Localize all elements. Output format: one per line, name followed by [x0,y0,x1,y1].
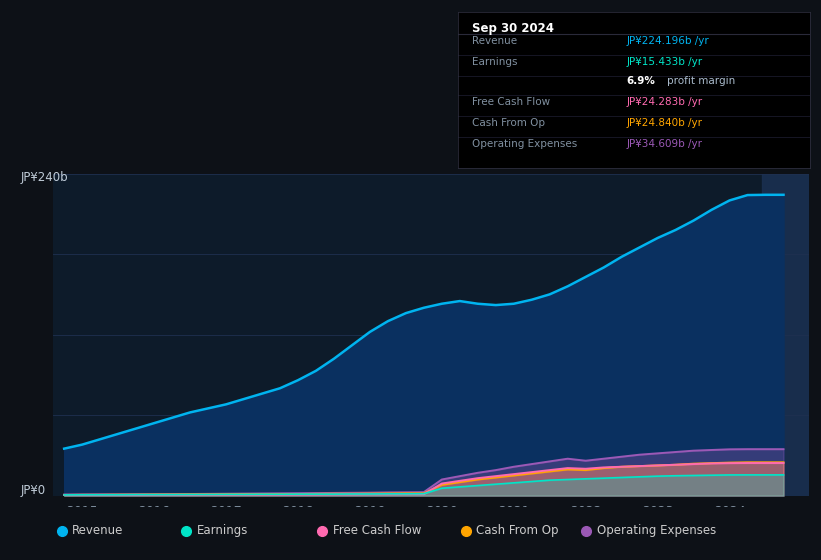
Text: Revenue: Revenue [72,525,123,538]
Text: 6.9%: 6.9% [626,76,656,86]
Text: Cash From Op: Cash From Op [476,525,559,538]
Text: JP¥34.609b /yr: JP¥34.609b /yr [626,139,703,149]
Text: Earnings: Earnings [197,525,248,538]
Bar [762,174,809,496]
Text: Free Cash Flow: Free Cash Flow [472,97,550,107]
Text: JP¥0: JP¥0 [21,484,46,497]
Text: JP¥240b: JP¥240b [21,171,68,184]
Text: Operating Expenses: Operating Expenses [472,139,577,149]
Text: JP¥24.840b /yr: JP¥24.840b /yr [626,118,703,128]
Text: Sep 30 2024: Sep 30 2024 [472,22,554,35]
Text: Revenue: Revenue [472,36,517,46]
Text: Free Cash Flow: Free Cash Flow [333,525,421,538]
Text: Earnings: Earnings [472,58,518,67]
Text: JP¥24.283b /yr: JP¥24.283b /yr [626,97,703,107]
Text: JP¥15.433b /yr: JP¥15.433b /yr [626,58,703,67]
Text: Cash From Op: Cash From Op [472,118,545,128]
Text: JP¥224.196b /yr: JP¥224.196b /yr [626,36,709,46]
Text: profit margin: profit margin [667,76,736,86]
Text: Operating Expenses: Operating Expenses [597,525,716,538]
